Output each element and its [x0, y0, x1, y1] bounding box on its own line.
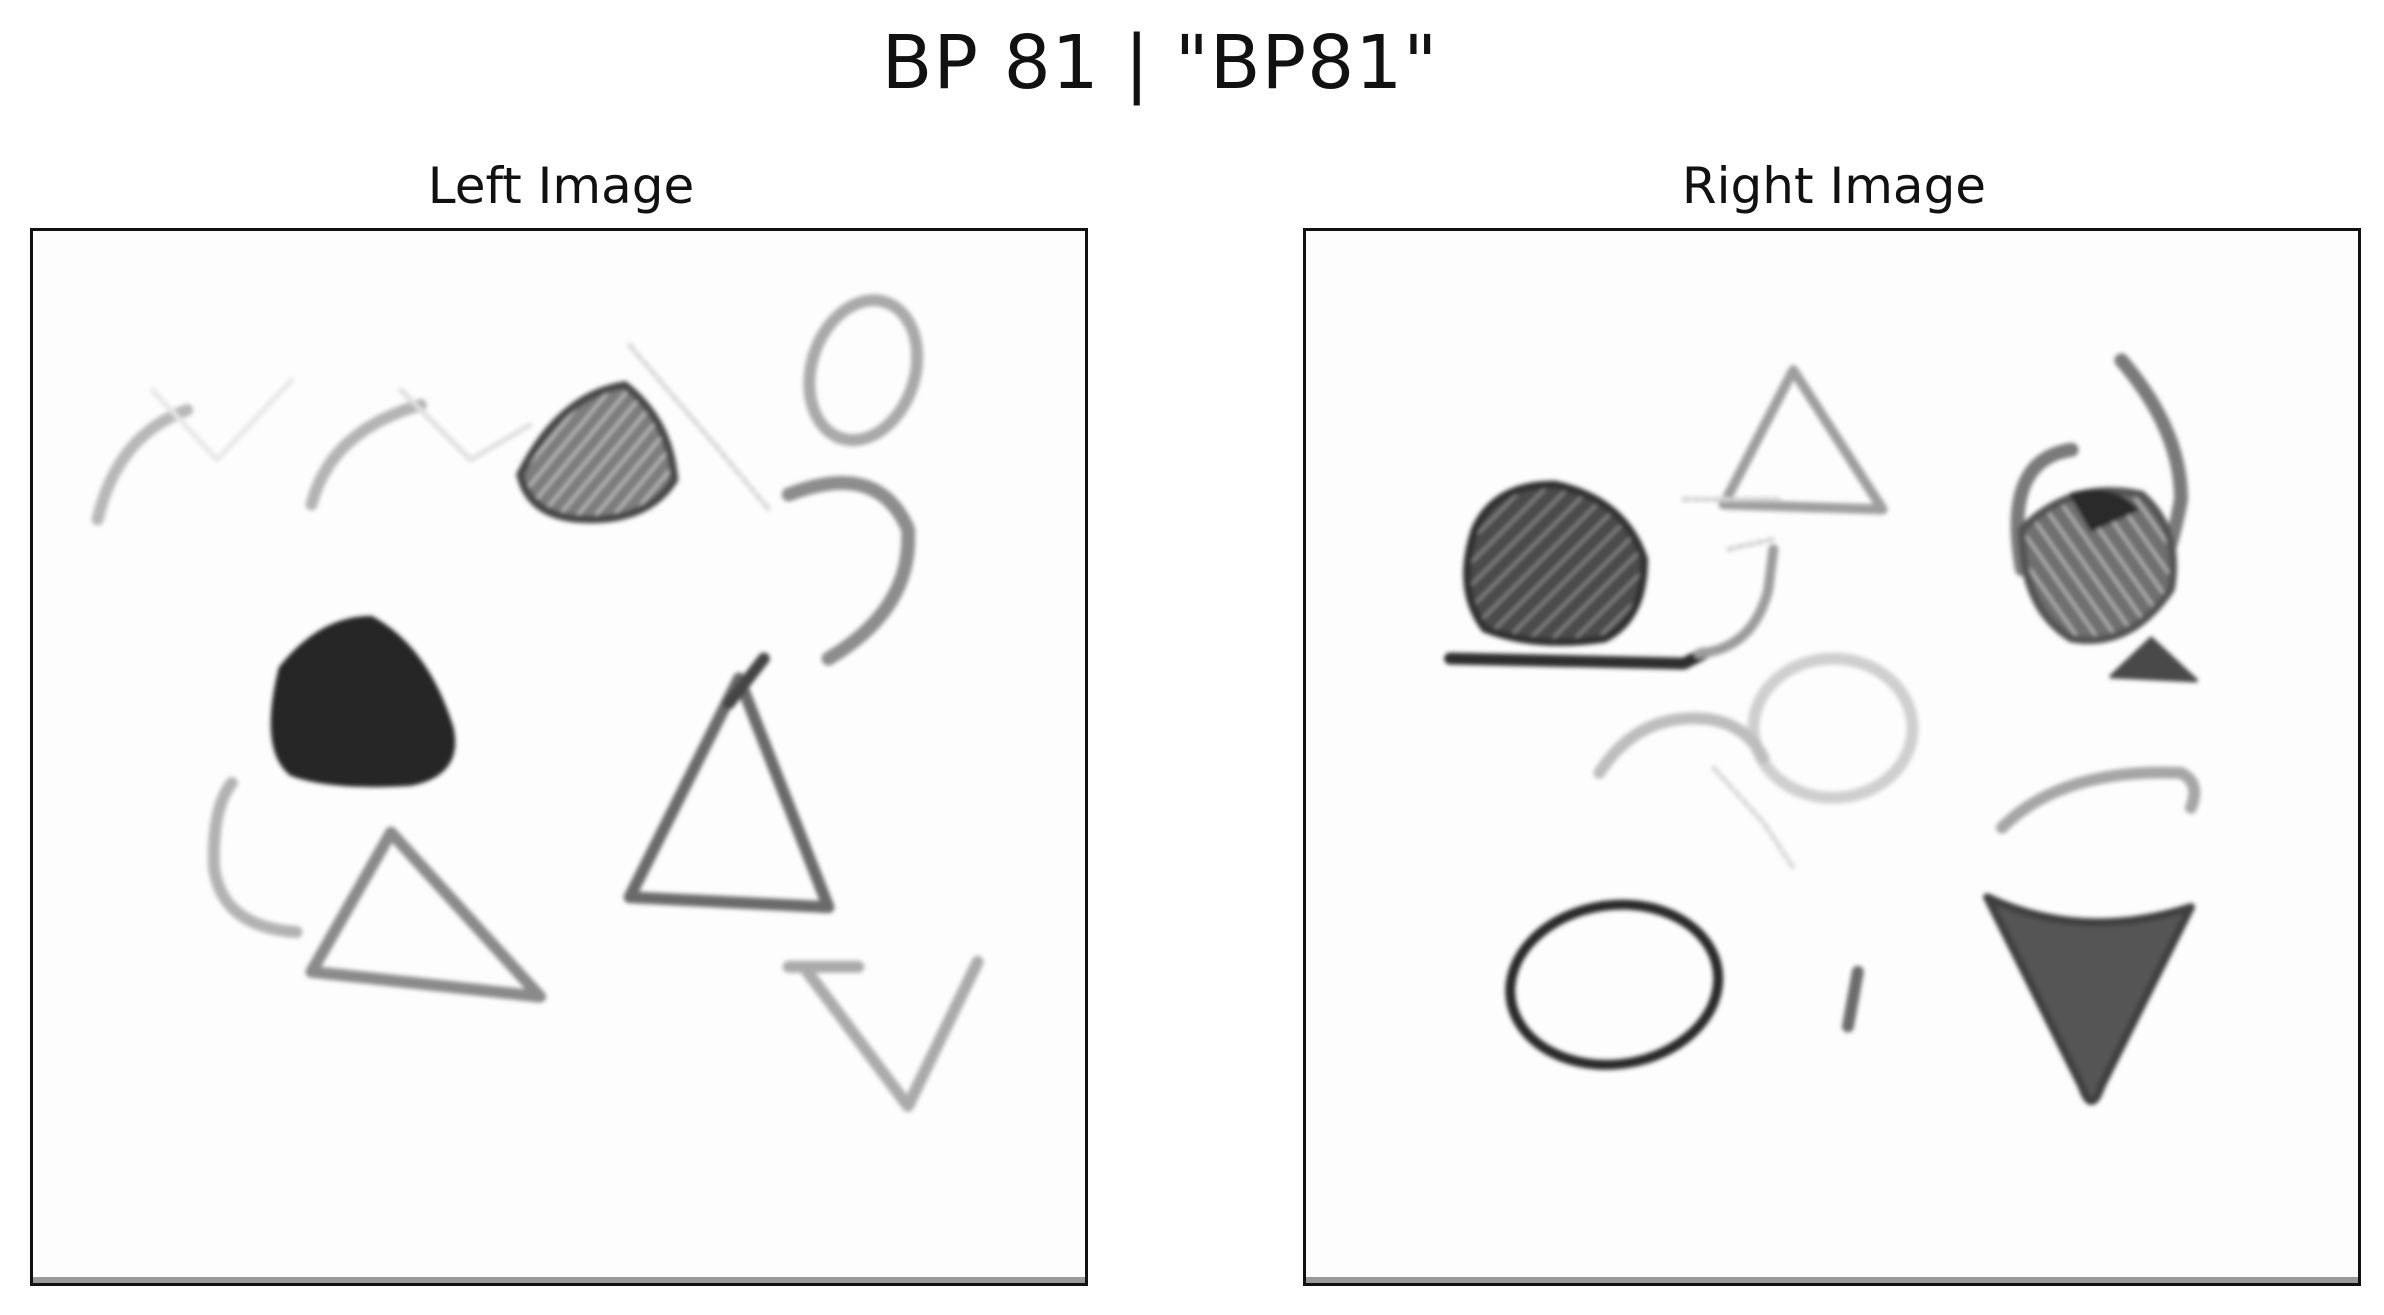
right-small-triangle [2109, 636, 2198, 683]
left-image [91, 294, 984, 1112]
left-arc-2 [305, 399, 427, 511]
left-arc-4 [207, 776, 303, 938]
right-dark-ellipse [1505, 899, 1724, 1070]
right-panel-title: Right Image [1681, 157, 1987, 215]
left-triangle-1 [305, 826, 547, 1003]
left-zigzag-2 [398, 387, 533, 463]
left-arc-1 [91, 404, 194, 526]
right-hatched-blob [1463, 480, 1649, 646]
right-bowl-dark [2069, 489, 2139, 532]
right-inverted-triangle [1983, 893, 2195, 1106]
right-small-dash [1841, 965, 1864, 1033]
right-image [1444, 353, 2201, 1106]
left-dark-blob [270, 615, 456, 788]
right-diagonal-1 [1693, 544, 1779, 659]
left-zigzag-1 [149, 377, 295, 463]
left-triangle-2 [623, 672, 835, 914]
right-dotted-line-2 [1711, 765, 1796, 870]
right-center-arc [1593, 712, 1770, 779]
right-bottom-arc [1996, 766, 2201, 834]
right-dotted-line-1 [1681, 496, 1781, 552]
left-triangle-2-tip [723, 652, 770, 710]
left-dotted-line-1 [627, 342, 772, 512]
right-underline [1444, 647, 1710, 670]
right-triangle-outline [1718, 365, 1888, 515]
right-center-circle [1747, 652, 1919, 804]
left-arc-3 [781, 476, 916, 666]
figure-title: BP 81 | "BP81" [881, 20, 1439, 106]
left-panel-title: Left Image [427, 157, 695, 215]
left-v-shape [782, 955, 984, 1112]
left-image-panel [30, 228, 1088, 1286]
right-image-panel [1303, 228, 2361, 1286]
left-ellipse-top [803, 294, 924, 447]
left-hatched-shape [516, 381, 679, 524]
